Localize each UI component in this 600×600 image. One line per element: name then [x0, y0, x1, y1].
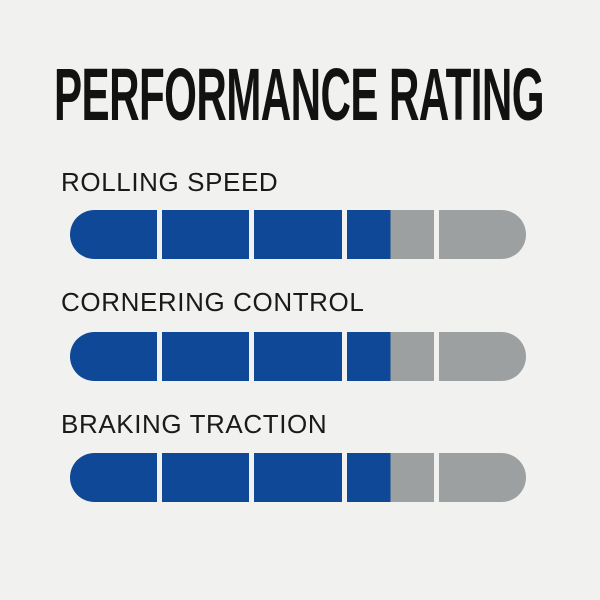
metric-label-braking-traction: BRAKING TRACTION [61, 409, 328, 439]
bar-segment [70, 210, 158, 259]
bar-segment [254, 332, 342, 381]
bar-segment [346, 332, 434, 381]
metric-label-rolling-speed: ROLLING SPEED [61, 167, 279, 197]
bar-segment [438, 332, 526, 381]
bar-segment [162, 332, 250, 381]
rating-bar-rolling-speed [70, 210, 526, 259]
bar-segment [70, 332, 158, 381]
rating-bar-cornering-control [70, 332, 526, 381]
bar-segment [162, 210, 250, 259]
metric-label-cornering-control: CORNERING CONTROL [61, 287, 365, 317]
bar-segment [438, 210, 526, 259]
rating-bar-braking-traction [70, 453, 526, 502]
bar-segment [438, 453, 526, 502]
bar-segment [70, 453, 158, 502]
bar-segment [254, 453, 342, 502]
bar-segment [254, 210, 342, 259]
page-title: PERFORMANCE RATING [54, 53, 545, 136]
bar-segment [346, 453, 434, 502]
bar-segment [162, 453, 250, 502]
bar-segment [346, 210, 434, 259]
